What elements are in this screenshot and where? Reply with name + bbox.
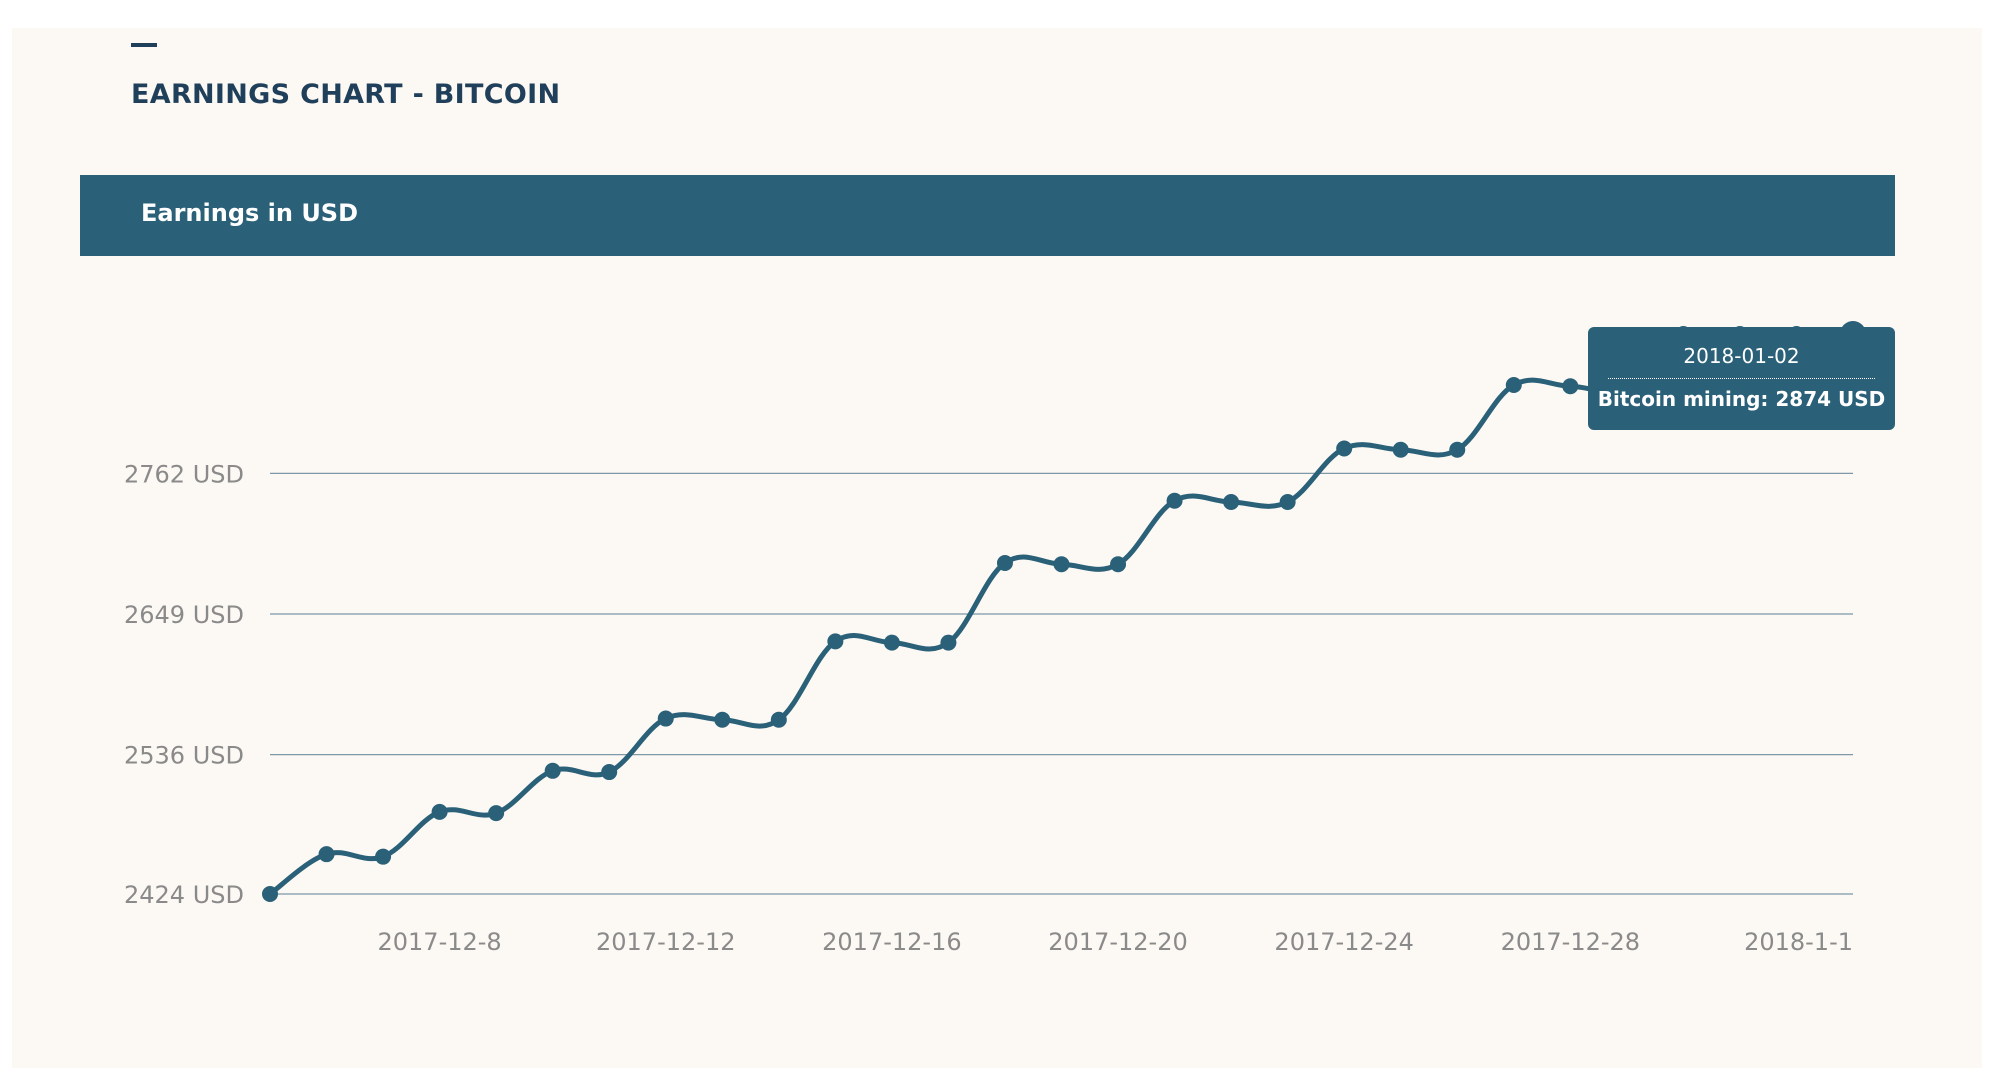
page-title: EARNINGS CHART - BITCOIN (131, 79, 561, 110)
data-point-8 (714, 711, 731, 728)
y-tick-label-1: 2536 USD (124, 742, 244, 770)
data-point-2 (375, 848, 392, 865)
data-point-5 (544, 762, 561, 779)
y-tick-label-3: 2762 USD (124, 460, 244, 488)
data-point-16 (1166, 492, 1183, 509)
y-tick-label-2: 2649 USD (124, 601, 244, 629)
x-tick-label-2: 2017-12-16 (822, 928, 961, 956)
data-point-1 (318, 846, 335, 863)
x-tick-label-5: 2017-12-28 (1501, 928, 1640, 956)
x-tick-label-4: 2017-12-24 (1274, 928, 1413, 956)
data-point-17 (1223, 494, 1240, 510)
y-tick-label-0: 2424 USD (124, 881, 244, 909)
data-point-12 (940, 634, 957, 651)
data-point-9 (770, 711, 787, 728)
tooltip-date: 2018-01-02 (1683, 344, 1800, 368)
tooltip-divider (1608, 378, 1875, 379)
data-point-18 (1279, 494, 1296, 510)
data-point-14 (1053, 556, 1070, 573)
data-point-3 (431, 803, 448, 820)
data-point-11 (883, 634, 900, 651)
data-point-15 (1110, 556, 1127, 573)
title-accent-dash (131, 43, 157, 47)
data-point-4 (488, 805, 505, 822)
x-tick-label-0: 2017-12-8 (377, 928, 501, 956)
data-point-22 (1505, 377, 1522, 394)
chart-header-band: Earnings in USD (80, 175, 1895, 256)
data-point-0 (262, 886, 278, 902)
data-point-21 (1449, 441, 1466, 458)
x-tick-label-3: 2017-12-20 (1048, 928, 1187, 956)
data-point-23 (1562, 378, 1579, 395)
x-tick-label-6: 2018-1-1 (1744, 928, 1853, 956)
x-tick-label-1: 2017-12-12 (596, 928, 735, 956)
data-point-7 (657, 710, 674, 727)
chart-tooltip: 2018-01-02 Bitcoin mining: 2874 USD (1588, 327, 1895, 430)
data-point-6 (601, 764, 618, 781)
tooltip-value: Bitcoin mining: 2874 USD (1597, 387, 1886, 411)
chart-subtitle: Earnings in USD (141, 199, 359, 227)
data-point-19 (1336, 440, 1353, 457)
data-point-13 (996, 554, 1013, 571)
data-point-10 (827, 633, 844, 650)
data-point-20 (1392, 441, 1409, 458)
